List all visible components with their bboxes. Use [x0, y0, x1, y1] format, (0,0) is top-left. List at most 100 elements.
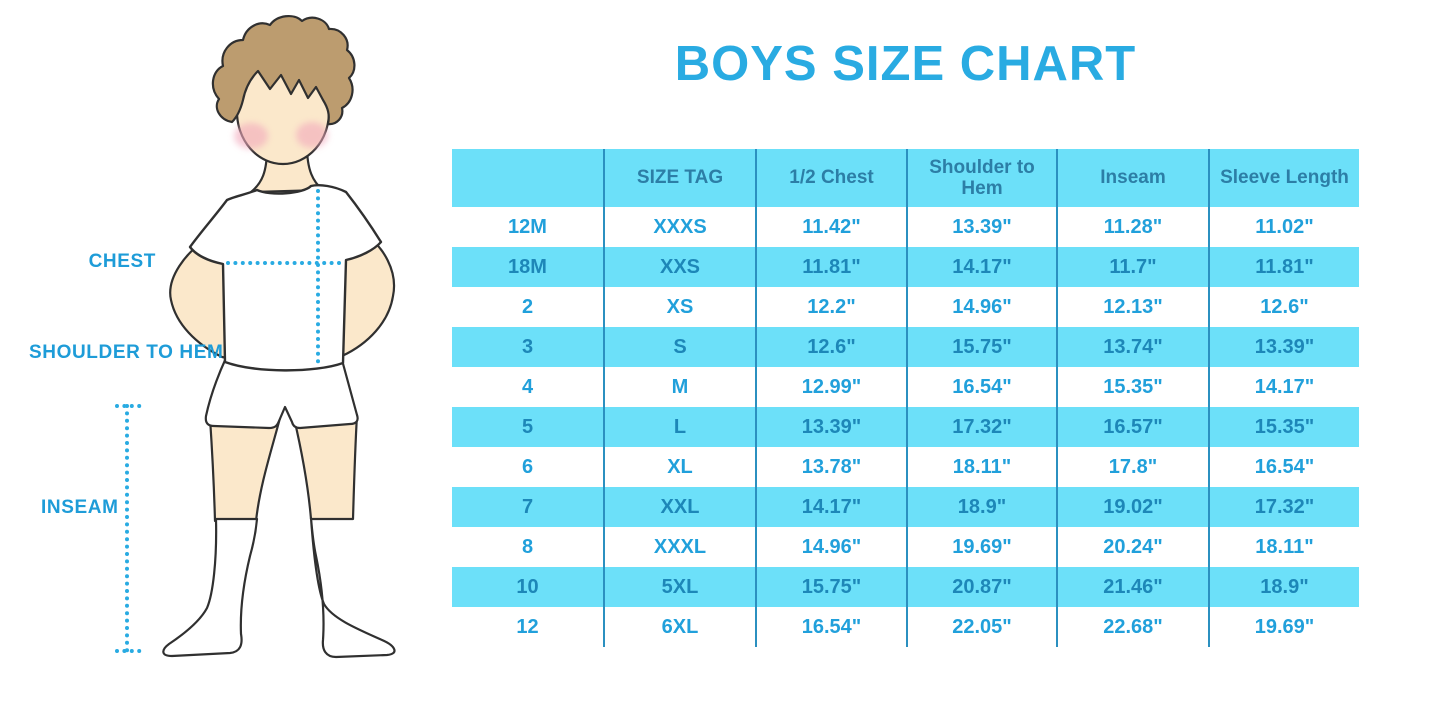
shoulder-to-hem-label: SHOULDER TO HEM: [29, 342, 224, 363]
table-row: 4 M 12.99" 16.54" 15.35" 14.17": [452, 367, 1359, 407]
measurement-cell: 15.75": [906, 327, 1056, 367]
size-tag-cell: XXXL: [603, 527, 755, 567]
measurement-cell: 14.17": [755, 487, 906, 527]
measurement-cell: 13.78": [755, 447, 906, 487]
table-row: 2 XS 12.2" 14.96" 12.13" 12.6": [452, 287, 1359, 327]
size-row-label: 7: [521, 495, 534, 518]
measurement-cell: 14.96": [755, 527, 906, 567]
table-row: 8 XXXL 14.96" 19.69" 20.24" 18.11": [452, 527, 1359, 567]
measurement-cell: 17.8": [1056, 447, 1208, 487]
measurement-cell: 11.02": [1208, 207, 1359, 247]
size-tag-cell: S: [603, 327, 755, 367]
measurement-cell: 15.35": [1208, 407, 1359, 447]
table-row: 12M XXXS 11.42" 13.39" 11.28" 11.02": [452, 207, 1359, 247]
measurement-cell: 12.2": [755, 287, 906, 327]
measurement-cell: 17.32": [1208, 487, 1359, 527]
size-tag-cell: M: [603, 367, 755, 407]
shorts: [204, 356, 359, 430]
measurement-cell: 17.32": [906, 407, 1056, 447]
table-row: 12 6XL 16.54" 22.05" 22.68" 19.69": [452, 607, 1359, 647]
size-row-label: 2: [521, 295, 534, 318]
boy-measurement-figure: CHEST SHOULDER TO HEM INSEAM: [0, 0, 450, 723]
size-row-label: 3: [521, 335, 534, 358]
column-header: Shoulder to Hem: [906, 149, 1056, 207]
size-tag-cell: XL: [603, 447, 755, 487]
right-sock: [309, 516, 396, 659]
column-header: Inseam: [1056, 149, 1208, 207]
size-tag-cell: L: [603, 407, 755, 447]
column-header: 1/2 Chest: [755, 149, 906, 207]
measurement-cell: 16.54": [755, 607, 906, 647]
measurement-cell: 21.46": [1056, 567, 1208, 607]
hair: [211, 15, 356, 126]
table-row: 10 5XL 15.75" 20.87" 21.46" 18.9": [452, 567, 1359, 607]
table-row: 6 XL 13.78" 18.11" 17.8" 16.54": [452, 447, 1359, 487]
measurement-cell: 12.13": [1056, 287, 1208, 327]
size-tag-cell: XXXS: [603, 207, 755, 247]
measurement-cell: 18.11": [1208, 527, 1359, 567]
measurement-cell: 12.6": [755, 327, 906, 367]
measurement-cell: 11.42": [755, 207, 906, 247]
measurement-cell: 19.02": [1056, 487, 1208, 527]
size-tag-cell: XS: [603, 287, 755, 327]
measurement-cell: 22.68": [1056, 607, 1208, 647]
measurement-cell: 12.99": [755, 367, 906, 407]
measurement-cell: 15.35": [1056, 367, 1208, 407]
right-thigh: [292, 413, 359, 521]
size-row-label: 4: [521, 375, 534, 398]
measurement-cell: 12.6": [1208, 287, 1359, 327]
measurement-cell: 14.96": [906, 287, 1056, 327]
column-header: SIZE TAG: [603, 149, 755, 207]
measurement-cell: 16.54": [906, 367, 1056, 407]
size-row-label: 18M: [508, 255, 547, 278]
measurement-cell: 19.69": [906, 527, 1056, 567]
measurement-cell: 16.57": [1056, 407, 1208, 447]
size-tag-cell: XXS: [603, 247, 755, 287]
size-row-label: 5: [521, 415, 534, 438]
size-tag-cell: XXL: [603, 487, 755, 527]
size-tag-cell: 5XL: [603, 567, 755, 607]
measurement-cell: 11.81": [755, 247, 906, 287]
size-row-label: 10: [516, 575, 539, 598]
measurement-cell: 14.17": [1208, 367, 1359, 407]
table-row: 5 L 13.39" 17.32" 16.57" 15.35": [452, 407, 1359, 447]
measurement-cell: 16.54": [1208, 447, 1359, 487]
measurement-cell: 20.87": [906, 567, 1056, 607]
size-row-label: 8: [521, 535, 534, 558]
measurement-cell: 18.11": [906, 447, 1056, 487]
t-shirt: [188, 184, 383, 372]
measurement-cell: 18.9": [1208, 567, 1359, 607]
measurement-cell: 13.39": [755, 407, 906, 447]
column-header: Sleeve Length: [1208, 149, 1359, 207]
blush-right-cheek: [296, 122, 328, 148]
left-thigh: [208, 416, 282, 523]
measurement-cell: 19.69": [1208, 607, 1359, 647]
measurement-cell: 13.39": [906, 207, 1056, 247]
table-row: 7 XXL 14.17" 18.9" 19.02" 17.32": [452, 487, 1359, 527]
blush-left-cheek: [234, 123, 268, 149]
size-row-label: 12: [516, 615, 539, 638]
size-tag-cell: 6XL: [603, 607, 755, 647]
boy-illustration: [115, 15, 396, 659]
measurement-cell: 22.05": [906, 607, 1056, 647]
measurement-cell: 11.81": [1208, 247, 1359, 287]
size-row-label: 6: [521, 455, 534, 478]
table-header-row: SIZE TAG 1/2 Chest Shoulder to Hem Inseam Sl…: [452, 149, 1359, 207]
measurement-cell: 11.7": [1056, 247, 1208, 287]
measurement-cell: 13.74": [1056, 327, 1208, 367]
corner-cell: [452, 149, 603, 207]
size-row-label: 12M: [508, 215, 547, 238]
size-table: SIZE TAG 1/2 Chest Shoulder to Hem Inseam Sl…: [452, 149, 1359, 647]
inseam-label: INSEAM: [41, 497, 119, 518]
table-row: 3 S 12.6" 15.75" 13.74" 13.39": [452, 327, 1359, 367]
chest-label: CHEST: [88, 251, 156, 272]
measurement-cell: 18.9": [906, 487, 1056, 527]
measurement-cell: 20.24": [1056, 527, 1208, 567]
measurement-cell: 11.28": [1056, 207, 1208, 247]
measurement-cell: 14.17": [906, 247, 1056, 287]
left-sock: [162, 517, 259, 658]
measurement-cell: 15.75": [755, 567, 906, 607]
page-title: BOYS SIZE CHART: [674, 37, 1137, 91]
measurement-cell: 13.39": [1208, 327, 1359, 367]
